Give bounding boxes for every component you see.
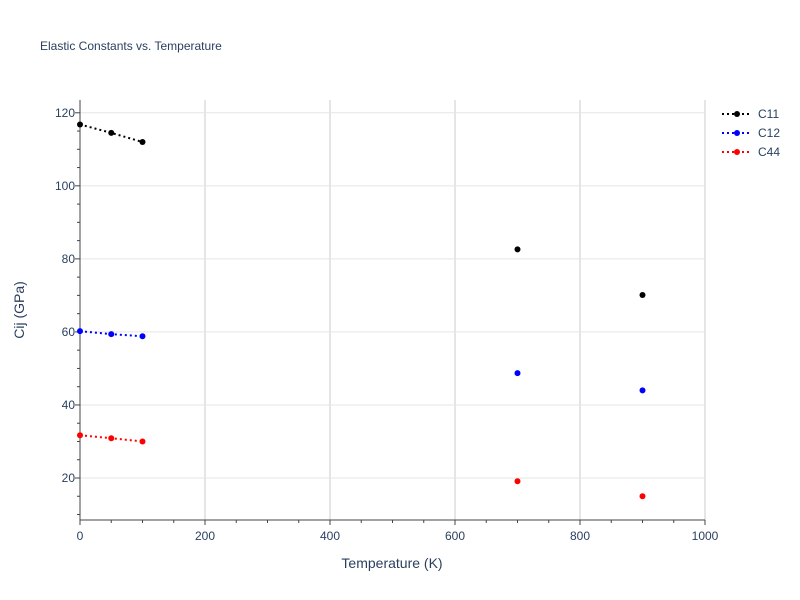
- data-point: [139, 438, 146, 445]
- chart-title: Elastic Constants vs. Temperature: [40, 39, 222, 53]
- data-point: [108, 435, 115, 442]
- legend-label: C11: [758, 107, 779, 121]
- data-point: [77, 328, 83, 335]
- y-tick-label: 20: [62, 471, 76, 485]
- axes: 0 200 400 600 800 1000 20 40 60 80 100 120: [55, 100, 719, 543]
- x-tick-label: 800: [570, 529, 590, 543]
- series-C11: [77, 121, 646, 299]
- y-tick-label: 80: [62, 252, 76, 266]
- data-point: [108, 331, 115, 338]
- legend-item-C12[interactable]: C12: [722, 126, 780, 140]
- legend-item-C11[interactable]: C11: [722, 107, 779, 121]
- x-tick-label: 1000: [692, 529, 719, 543]
- grid: [80, 100, 706, 520]
- series-line: [79, 123, 143, 143]
- data-point: [77, 432, 83, 439]
- legend-label: C12: [758, 126, 780, 140]
- x-tick-label: 600: [445, 529, 465, 543]
- data-point: [639, 292, 646, 299]
- legend-label: C44: [758, 145, 780, 159]
- x-tick-label: 400: [320, 529, 340, 543]
- data-point: [514, 370, 521, 377]
- y-tick-label: 120: [55, 106, 75, 120]
- y-tick-label: 60: [62, 325, 76, 339]
- legend-marker: [734, 149, 740, 155]
- legend-marker: [734, 111, 740, 117]
- data-point: [108, 129, 115, 136]
- x-tick-label: 200: [195, 529, 215, 543]
- data-point: [514, 478, 521, 485]
- series-C44: [77, 432, 646, 500]
- data-point: [139, 139, 146, 145]
- legend[interactable]: C11 C12 C44: [722, 107, 780, 159]
- series-C12: [77, 328, 646, 394]
- y-tick-label: 100: [55, 179, 75, 193]
- y-axis-title: Cij (GPa): [11, 281, 27, 339]
- legend-item-C44[interactable]: C44: [722, 145, 780, 159]
- legend-marker: [734, 130, 740, 136]
- series-layer: [77, 121, 646, 500]
- data-point: [639, 387, 646, 394]
- data-point: [139, 333, 146, 340]
- data-point: [639, 493, 646, 500]
- y-tick-label: 40: [62, 398, 76, 412]
- data-point: [514, 246, 521, 253]
- x-axis-title: Temperature (K): [341, 555, 442, 571]
- x-tick-label: 0: [77, 529, 84, 543]
- data-point: [77, 121, 83, 128]
